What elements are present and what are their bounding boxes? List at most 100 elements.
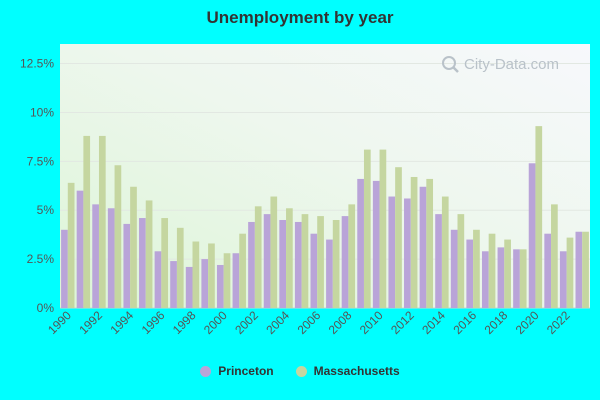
bar-princeton-2005 (294, 221, 302, 308)
bar-princeton-1996 (154, 251, 162, 308)
x-tick-label: 2014 (419, 308, 448, 337)
bars (61, 126, 589, 308)
bar-princeton-1999 (201, 259, 209, 308)
x-tick-label: 2008 (326, 308, 355, 337)
legend-dot-princeton (200, 365, 212, 377)
y-axis-tick-labels: 0% 2.5% 5% 7.5% 10% 12.5% (20, 57, 54, 315)
bar-princeton-2009 (357, 178, 364, 308)
bar-princeton-2014 (435, 214, 442, 308)
bar-massachusetts-1994 (130, 186, 137, 308)
chart-title: Unemployment by year (206, 8, 394, 27)
y-tick-label: 5% (37, 203, 55, 217)
bar-massachusetts-1995 (145, 200, 153, 308)
legend-item-massachusetts: Massachusetts (295, 364, 400, 378)
bar-princeton-1994 (123, 223, 131, 308)
legend-label-princeton: Princeton (218, 364, 274, 378)
bar-princeton-1991 (76, 190, 84, 308)
bar-princeton-1998 (185, 266, 193, 308)
bar-massachusetts-2003 (270, 196, 278, 308)
bar-massachusetts-2001 (239, 233, 246, 308)
x-tick-label: 2004 (263, 308, 292, 337)
bar-massachusetts-2013 (426, 178, 434, 308)
bar-princeton-2016 (466, 239, 474, 308)
bar-princeton-1990 (61, 229, 68, 308)
bar-princeton-2021 (544, 233, 552, 308)
bar-massachusetts-2010 (379, 149, 387, 308)
x-tick-label: 2002 (232, 308, 261, 337)
bar-princeton-2006 (310, 233, 318, 308)
x-tick-label: 1996 (139, 308, 168, 337)
y-tick-label: 12.5% (20, 57, 54, 71)
bar-massachusetts-2004 (286, 208, 293, 308)
y-tick-label: 7.5% (27, 154, 55, 168)
bar-princeton-2008 (341, 216, 349, 308)
bar-princeton-2002 (248, 221, 255, 308)
bar-massachusetts-1992 (98, 135, 106, 308)
bar-princeton-2007 (326, 239, 333, 308)
bar-massachusetts-2017 (488, 233, 496, 308)
bar-princeton-2020 (528, 163, 536, 308)
magnifier-icon (442, 56, 456, 70)
bar-massachusetts-2023 (582, 231, 589, 308)
bar-princeton-2022 (559, 251, 567, 308)
bar-massachusetts-2011 (395, 167, 402, 308)
bar-princeton-2013 (419, 186, 427, 308)
bar-princeton-1995 (139, 218, 146, 308)
bar-princeton-2015 (450, 229, 458, 308)
bar-princeton-2012 (404, 198, 411, 308)
x-tick-label: 2018 (482, 308, 511, 337)
watermark-text: City-Data.com (464, 56, 559, 73)
bar-massachusetts-2018 (504, 239, 511, 308)
bar-princeton-2000 (216, 264, 224, 308)
legend-label-massachusetts: Massachusetts (313, 364, 400, 378)
bar-massachusetts-2009 (363, 149, 371, 308)
bar-princeton-2023 (575, 231, 583, 308)
bar-massachusetts-1996 (161, 218, 169, 308)
x-axis-tick-labels: 1990 1992 1994 1996 1998 2000 2002 2004 2006 2008… (45, 308, 573, 337)
bar-massachusetts-2005 (301, 214, 309, 308)
bar-massachusetts-2020 (535, 126, 543, 308)
bar-princeton-2019 (513, 249, 520, 308)
y-tick-label: 0% (37, 301, 55, 315)
bar-massachusetts-2021 (551, 204, 558, 308)
x-tick-label: 2012 (388, 308, 417, 337)
bar-massachusetts-2007 (332, 220, 340, 308)
bar-massachusetts-2022 (566, 237, 574, 308)
bar-massachusetts-1998 (192, 241, 200, 308)
y-tick-label: 10% (30, 105, 54, 119)
bar-massachusetts-1990 (67, 182, 75, 308)
x-tick-label: 2006 (295, 308, 324, 337)
bar-massachusetts-2015 (457, 214, 465, 308)
bar-princeton-2010 (372, 180, 380, 308)
bar-massachusetts-2008 (348, 204, 356, 308)
bar-massachusetts-2000 (223, 253, 231, 308)
bar-massachusetts-2012 (410, 176, 418, 308)
bar-princeton-2004 (279, 220, 287, 308)
x-tick-label: 2020 (513, 308, 542, 337)
bar-massachusetts-1991 (83, 135, 91, 308)
bar-princeton-1993 (107, 208, 115, 308)
x-tick-label: 2022 (544, 308, 573, 337)
bar-princeton-1997 (170, 261, 177, 308)
y-tick-label: 2.5% (27, 252, 55, 266)
legend: Princeton Massachusetts (0, 364, 600, 378)
bar-massachusetts-2006 (317, 216, 324, 308)
x-tick-label: 1992 (76, 308, 105, 337)
x-tick-label: 2010 (357, 308, 386, 337)
bar-massachusetts-2014 (441, 196, 449, 308)
bar-massachusetts-1993 (114, 165, 122, 308)
x-tick-label: 1998 (170, 308, 199, 337)
x-tick-label: 1994 (107, 308, 136, 337)
bar-massachusetts-2016 (473, 229, 480, 308)
bar-massachusetts-1999 (208, 243, 215, 308)
bar-princeton-2011 (388, 196, 396, 308)
x-tick-label: 2016 (450, 308, 479, 337)
x-tick-label: 2000 (201, 308, 230, 337)
watermark: City-Data.com (442, 56, 559, 73)
bar-massachusetts-1997 (176, 227, 184, 308)
bar-massachusetts-2019 (519, 249, 527, 308)
bar-princeton-2017 (481, 251, 489, 308)
bar-princeton-2003 (263, 214, 271, 308)
bar-princeton-2001 (232, 253, 240, 308)
